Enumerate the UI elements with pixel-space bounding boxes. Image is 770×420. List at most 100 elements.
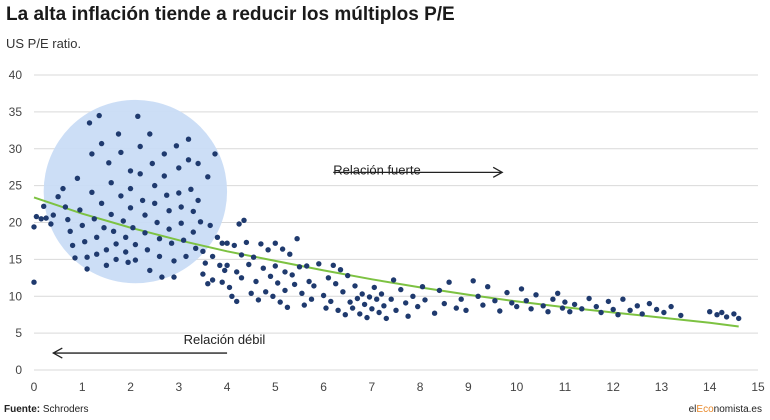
- data-point: [328, 298, 334, 305]
- data-point: [195, 197, 201, 204]
- data-point: [147, 131, 153, 137]
- data-point: [559, 305, 566, 311]
- annotation-label-right: Relación fuerte: [333, 163, 420, 178]
- data-point: [190, 208, 196, 215]
- data-point: [127, 185, 134, 192]
- brand-logo[interactable]: elEconomista.es: [689, 404, 762, 415]
- data-point: [504, 289, 510, 296]
- trend-line: [33, 196, 739, 328]
- data-point: [540, 303, 546, 309]
- data-point: [193, 245, 199, 251]
- y-tick-label-0: 0: [15, 363, 22, 377]
- data-point: [139, 197, 146, 204]
- data-point: [142, 212, 148, 218]
- data-point: [301, 302, 307, 308]
- data-point: [166, 226, 172, 232]
- data-point: [335, 307, 341, 313]
- data-point: [359, 291, 365, 297]
- data-point: [646, 300, 653, 307]
- x-tick-label-7: 7: [369, 380, 376, 394]
- data-point: [282, 287, 288, 294]
- data-point: [514, 303, 520, 310]
- data-point: [94, 234, 100, 240]
- data-point: [65, 216, 71, 223]
- x-tick-label-12: 12: [607, 380, 621, 394]
- data-point: [113, 241, 119, 247]
- data-point: [475, 293, 481, 299]
- data-point: [89, 151, 95, 157]
- data-point: [605, 298, 612, 305]
- data-point: [72, 255, 78, 261]
- highlight-circle: [43, 99, 228, 284]
- data-point: [620, 296, 626, 302]
- y-tick-label-40: 40: [9, 68, 23, 82]
- data-point: [123, 249, 129, 255]
- x-tick-label-10: 10: [510, 380, 524, 394]
- data-point: [152, 182, 158, 189]
- data-point: [224, 262, 230, 268]
- data-point: [115, 131, 122, 137]
- data-point: [422, 297, 428, 303]
- data-point: [69, 242, 76, 249]
- data-point: [108, 180, 114, 186]
- data-point: [91, 216, 98, 222]
- brand-suffix: nomista.es: [713, 404, 762, 415]
- data-point: [84, 266, 90, 272]
- data-point: [31, 224, 37, 230]
- data-point: [156, 236, 163, 242]
- brand-accent: Eco: [696, 404, 714, 415]
- data-point: [178, 204, 184, 210]
- data-point: [615, 312, 621, 318]
- data-point: [284, 304, 291, 310]
- x-tick-label-6: 6: [320, 380, 327, 394]
- data-point: [62, 204, 69, 210]
- data-point: [277, 299, 283, 305]
- data-point: [463, 307, 469, 313]
- data-point: [89, 189, 95, 195]
- data-point: [120, 218, 127, 224]
- data-point: [258, 241, 264, 247]
- data-point: [366, 294, 373, 300]
- data-point: [241, 217, 247, 223]
- data-point: [149, 160, 155, 167]
- data-point: [419, 284, 426, 290]
- data-point: [707, 309, 713, 315]
- data-point: [390, 277, 397, 283]
- chart-title: La alta inflación tiende a reducir los m…: [6, 4, 455, 25]
- annotations: Relación fuerte Relación débil: [51, 163, 504, 359]
- data-point: [260, 265, 266, 271]
- data-point: [127, 205, 134, 211]
- chart-subtitle: US P/E ratio.: [6, 36, 82, 51]
- data-point: [555, 290, 561, 296]
- data-point: [279, 246, 286, 252]
- data-point: [161, 151, 167, 157]
- data-point: [731, 311, 737, 317]
- data-point: [197, 219, 204, 225]
- data-point: [185, 157, 192, 163]
- data-point: [291, 281, 298, 288]
- source-note: Fuente: Schroders: [4, 404, 88, 415]
- data-point: [330, 262, 336, 268]
- data-point: [586, 295, 592, 302]
- data-point: [311, 283, 317, 289]
- data-point: [108, 211, 114, 218]
- data-point: [214, 234, 221, 240]
- data-point: [77, 207, 83, 213]
- data-point: [110, 228, 117, 234]
- data-point: [446, 279, 452, 285]
- data-point: [598, 309, 604, 316]
- data-point: [205, 174, 211, 180]
- data-point: [436, 287, 443, 294]
- data-point: [123, 234, 129, 240]
- data-point: [378, 291, 385, 297]
- data-point: [388, 296, 394, 302]
- data-point: [113, 256, 119, 263]
- data-point: [246, 261, 252, 268]
- y-tick-label-35: 35: [9, 105, 23, 119]
- data-point: [209, 277, 216, 283]
- data-point: [627, 307, 633, 313]
- x-tick-label-2: 2: [127, 380, 134, 394]
- data-point: [253, 278, 259, 285]
